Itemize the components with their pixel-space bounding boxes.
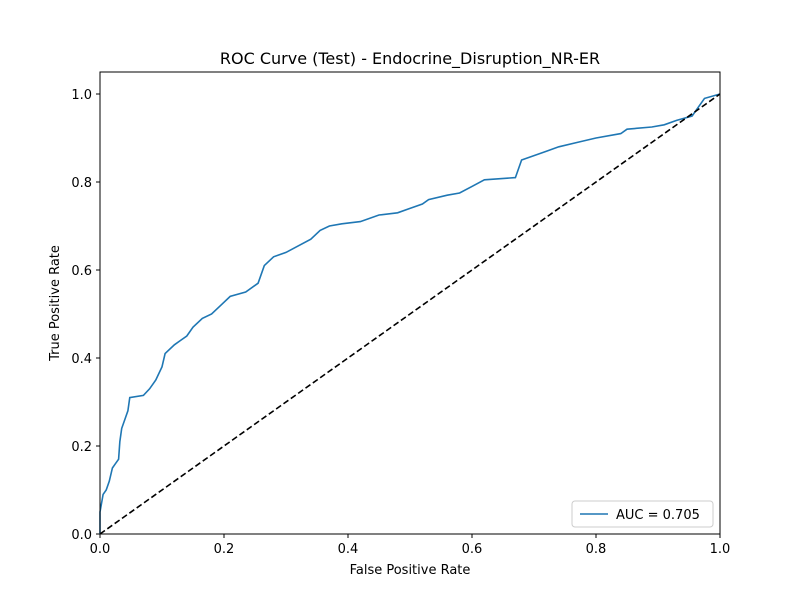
y-tick-label: 0.6 [71,264,92,279]
legend-label: AUC = 0.705 [616,508,700,523]
y-tick-label: 0.4 [71,352,92,367]
x-tick-label: 1.0 [710,542,731,557]
roc-line [99,93,721,534]
y-tick-label: 0.8 [71,176,92,191]
x-tick-label: 0.0 [90,542,111,557]
x-tick-label: 0.6 [462,542,483,557]
x-axis-label: False Positive Rate [350,563,471,578]
x-tick-label: 0.4 [338,542,359,557]
x-tick-label: 0.8 [586,542,607,557]
plot-frame [99,71,721,535]
y-tick-label: 0.0 [71,528,92,543]
x-tick-label: 0.2 [214,542,235,557]
y-tick-label: 1.0 [71,88,92,103]
chart-title: ROC Curve (Test) - Endocrine_Disruption_… [220,49,600,69]
y-tick-label: 0.2 [71,440,92,455]
legend-box [571,500,714,528]
diagonal-line [99,93,721,535]
y-axis-label: True Positive Rate [48,245,63,362]
